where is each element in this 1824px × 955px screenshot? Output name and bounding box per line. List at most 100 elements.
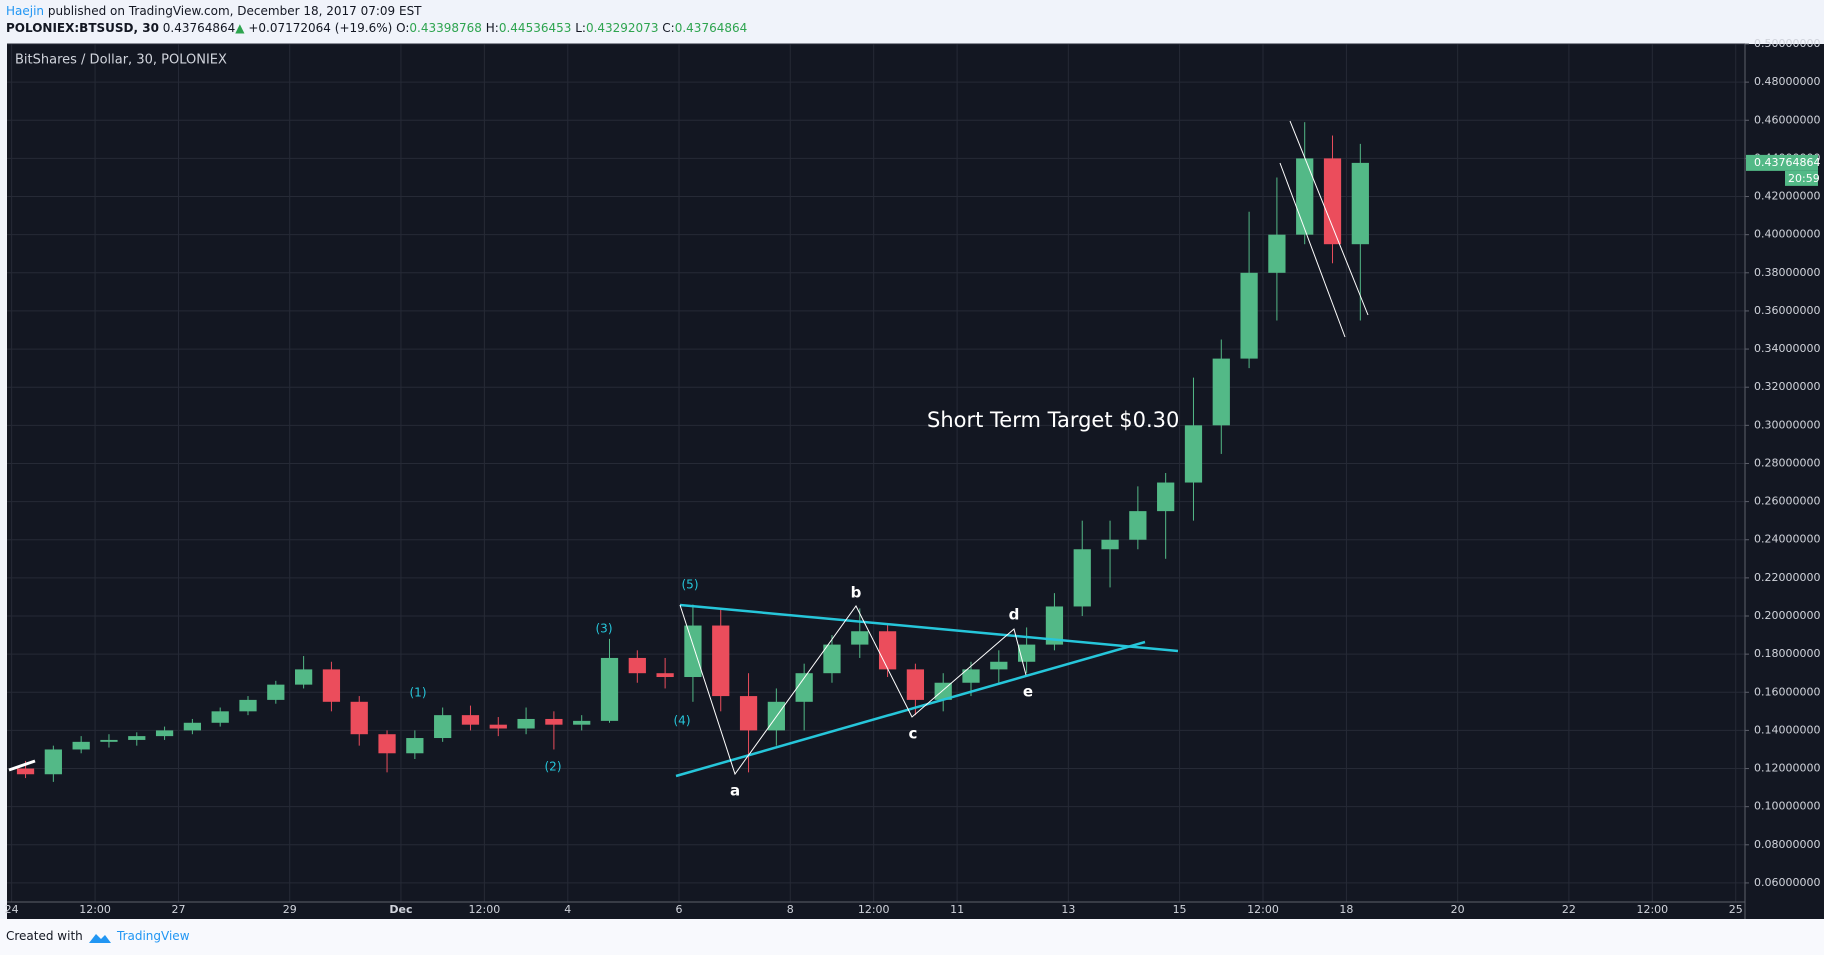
- ohlc-h: H:: [485, 21, 499, 35]
- symbol: POLONIEX:BTSUSD, 30: [6, 21, 159, 35]
- x-tick-label: 18: [1339, 903, 1353, 916]
- x-tick-label: 15: [1173, 903, 1187, 916]
- candle-body: [155, 730, 174, 737]
- x-tick-label: 12:00: [1636, 903, 1668, 916]
- x-tick-label: 4: [564, 903, 571, 916]
- candle-body: [712, 625, 730, 697]
- y-tick-label: 0.48000000: [1754, 75, 1820, 88]
- candle-body: [823, 644, 841, 674]
- candle-body: [962, 669, 980, 683]
- countdown-tag: [1785, 170, 1818, 186]
- wave-label: (2): [545, 760, 562, 774]
- candle-body: [406, 738, 424, 754]
- candle-body: [628, 657, 646, 674]
- candle-body: [489, 724, 507, 729]
- candle-body: [1351, 162, 1369, 245]
- last: 0.43764864: [162, 21, 236, 35]
- y-tick-label: 0.42000000: [1754, 190, 1820, 203]
- candle-body: [1018, 644, 1036, 662]
- candle-body: [573, 720, 591, 725]
- ohlc-l-value: 0.43292073: [585, 21, 659, 35]
- y-tick-label: 0.30000000: [1754, 418, 1820, 431]
- author[interactable]: Haejin: [6, 4, 45, 18]
- wave-label: c: [909, 725, 918, 743]
- candle-body: [851, 631, 869, 645]
- candle-body: [434, 715, 452, 739]
- candle-body: [1101, 539, 1119, 550]
- x-tick-label: 24: [5, 903, 19, 916]
- wave-label: e: [1023, 683, 1033, 701]
- candle-body: [1157, 482, 1175, 512]
- ohlc-o: O:: [396, 21, 410, 35]
- candle-body: [684, 625, 702, 678]
- wave-label: (5): [682, 578, 699, 592]
- grid: [7, 43, 1745, 902]
- candle-body: [1212, 358, 1230, 426]
- x-tick-label: 25: [1729, 903, 1743, 916]
- ohlc-h-value: 0.44536453: [498, 21, 572, 35]
- candle-body: [72, 741, 90, 750]
- candle-body: [350, 701, 368, 735]
- trend-line: [675, 640, 1146, 778]
- wave-label: d: [1009, 606, 1020, 624]
- x-tick-label: 27: [171, 903, 185, 916]
- y-tick-label: 0.34000000: [1754, 342, 1820, 355]
- publish-line: Haejin published on TradingView.com, Dec…: [6, 4, 422, 18]
- symbol-line: POLONIEX:BTSUSD, 30 0.43764864▲ +0.07172…: [6, 21, 747, 35]
- wave-zigzag: [679, 604, 1027, 776]
- candle-body: [322, 669, 341, 702]
- footer-brand[interactable]: TradingView: [117, 929, 190, 943]
- ohlc-c-value: 0.43764864: [674, 21, 748, 35]
- ohlc-c: C:: [662, 21, 675, 35]
- candle-body: [906, 669, 925, 700]
- x-tick-label: 8: [787, 903, 794, 916]
- published: published on TradingView.com, December 1…: [47, 4, 422, 18]
- y-tick-label: 0.36000000: [1754, 304, 1820, 317]
- y-tick-label: 0.38000000: [1754, 266, 1820, 279]
- y-tick-label: 0.22000000: [1754, 571, 1820, 584]
- wave-label: (1): [410, 686, 427, 700]
- y-tick-label: 0.06000000: [1754, 876, 1820, 889]
- candle-body: [600, 657, 619, 721]
- candle-body: [517, 718, 535, 729]
- y-tick-label: 0.28000000: [1754, 456, 1820, 469]
- candle-body: [1240, 272, 1258, 359]
- candle-body: [1129, 511, 1147, 540]
- x-tick-label: 6: [676, 903, 683, 916]
- candle-body: [378, 734, 396, 754]
- axes: 0.06000000 0.08000000 0.10000000 0.12000000…: [5, 37, 1821, 916]
- x-tick-label: 20: [1451, 903, 1465, 916]
- countdown: 20:59: [1788, 172, 1820, 185]
- candle-body: [795, 673, 813, 702]
- y-tick-label: 0.20000000: [1754, 609, 1820, 622]
- y-tick-label: 0.50000000: [1754, 37, 1820, 50]
- candle-body: [16, 768, 35, 775]
- y-tick-label: 0.26000000: [1754, 495, 1820, 508]
- wave-label: (3): [596, 622, 613, 636]
- trend-line: [679, 603, 1179, 653]
- candle-body: [211, 711, 229, 723]
- candle-body: [183, 722, 202, 731]
- candle-body: [656, 673, 674, 678]
- candle-body: [1268, 234, 1286, 273]
- candle-body: [100, 739, 118, 742]
- change: +0.07172064 (+19.6%): [248, 21, 393, 35]
- candles: [16, 122, 1369, 782]
- candle-body: [1073, 549, 1091, 607]
- y-tick-label: 0.12000000: [1754, 762, 1820, 775]
- x-tick-label: Dec: [389, 903, 412, 916]
- wave-label: (4): [674, 714, 691, 728]
- price-tag: [1746, 154, 1818, 171]
- chart: BitShares / Dollar, 30, POLONIEX Short T…: [5, 37, 1824, 919]
- candle-body: [239, 699, 257, 712]
- candle-body: [294, 669, 313, 685]
- price-tag-label: 0.43764864: [1754, 156, 1820, 169]
- x-tick-label: 12:00: [79, 903, 111, 916]
- y-tick-label: 0.46000000: [1754, 113, 1820, 126]
- drawings: [8, 120, 1369, 778]
- wave-labels: (5) (3) (1) (4) (2) a b c d e: [410, 578, 1034, 800]
- channel-line: [1289, 120, 1369, 316]
- chart-title: BitShares / Dollar, 30, POLONIEX: [15, 53, 227, 68]
- candle-body: [1045, 606, 1064, 645]
